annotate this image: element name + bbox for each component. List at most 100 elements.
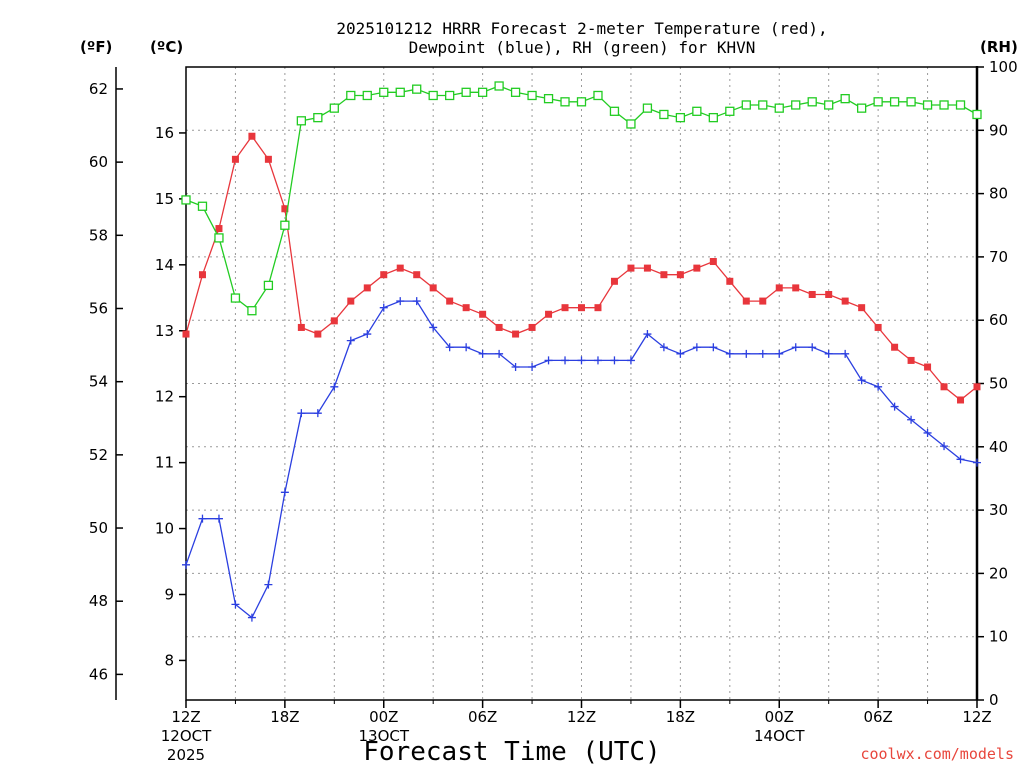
dewpoint-point xyxy=(709,343,718,352)
rh-tick-label: 80 xyxy=(989,185,1008,203)
rh-point xyxy=(626,119,636,129)
fahrenheit-tick-label: 52 xyxy=(89,446,108,464)
rh-point xyxy=(725,106,735,116)
x-tick-label: 18Z xyxy=(666,708,695,726)
rh-point xyxy=(280,220,290,230)
dewpoint-point xyxy=(874,382,883,391)
rh-point xyxy=(214,233,224,243)
temperature-point xyxy=(726,277,734,285)
temperature-point xyxy=(858,304,866,312)
rh-point xyxy=(263,280,274,291)
dewpoint-point xyxy=(412,297,421,306)
unit-label-rh: (RH) xyxy=(980,38,1018,56)
dewpoint-point xyxy=(593,356,602,365)
temperature-point xyxy=(429,284,437,292)
temperature-point xyxy=(363,284,371,292)
rh-point xyxy=(230,293,241,303)
x-tick-label: 18Z xyxy=(270,708,299,726)
temperature-point xyxy=(182,330,190,338)
temperature-point xyxy=(545,310,553,318)
celsius-tick-label: 14 xyxy=(155,256,174,274)
dewpoint-point xyxy=(890,402,899,411)
fahrenheit-tick-label: 62 xyxy=(89,80,108,98)
dewpoint-point xyxy=(857,376,866,385)
dewpoint-point xyxy=(907,415,916,424)
rh-point xyxy=(824,100,834,110)
rh-point xyxy=(181,195,191,205)
dewpoint-point xyxy=(214,514,223,523)
rh-point xyxy=(642,103,653,113)
dewpoint-point xyxy=(791,343,800,352)
rh-point xyxy=(741,100,751,110)
credit-link[interactable]: coolwx.com/models xyxy=(860,745,1014,763)
dewpoint-point xyxy=(725,349,734,358)
temperature-point xyxy=(709,258,717,266)
celsius-tick-label: 12 xyxy=(155,388,174,406)
dewpoint-point xyxy=(313,409,322,418)
rh-tick-label: 20 xyxy=(989,564,1008,582)
rh-point xyxy=(560,97,570,107)
x-tick-label: 00Z xyxy=(369,708,398,726)
unit-label-fahrenheit: (ºF) xyxy=(80,38,112,56)
temperature-point xyxy=(693,264,701,272)
chart-title-line-2: Dewpoint (blue), RH (green) for KHVN xyxy=(409,38,756,57)
dewpoint-point xyxy=(610,356,619,365)
rh-point xyxy=(296,116,307,126)
temperature-point xyxy=(891,343,899,351)
rh-tick-label: 10 xyxy=(989,628,1008,646)
temperature-point xyxy=(215,225,223,233)
dewpoint-point xyxy=(445,343,454,352)
temperature-point xyxy=(396,264,404,272)
rh-point xyxy=(708,112,718,123)
rh-tick-label: 70 xyxy=(989,248,1008,266)
rh-point xyxy=(247,306,257,316)
temperature-point xyxy=(841,297,849,305)
temperature-point xyxy=(512,330,520,338)
unit-label-celsius: (ºC) xyxy=(150,38,183,56)
dewpoint-point xyxy=(528,363,537,372)
dewpoint-point xyxy=(462,343,471,352)
x-axis-label: Forecast Time (UTC) xyxy=(363,737,660,767)
temperature-point xyxy=(462,304,470,312)
temperature-point xyxy=(528,323,536,331)
rh-point xyxy=(758,100,768,110)
temperature-point xyxy=(874,323,882,331)
temperature-point xyxy=(578,304,585,312)
rh-point xyxy=(346,90,356,101)
temperature-point xyxy=(924,363,932,371)
rh-point xyxy=(840,94,850,104)
temperature-point xyxy=(759,297,767,305)
temperature-point xyxy=(198,271,206,279)
fahrenheit-tick-label: 48 xyxy=(89,592,108,610)
rh-point xyxy=(494,81,504,91)
temperature-point xyxy=(380,271,388,279)
rh-point xyxy=(379,87,389,97)
rh-point xyxy=(856,103,867,113)
celsius-tick-label: 9 xyxy=(164,586,174,604)
fahrenheit-tick-label: 58 xyxy=(89,226,108,244)
rh-point xyxy=(576,97,587,107)
dewpoint-point xyxy=(676,349,685,358)
rh-point xyxy=(527,90,537,101)
rh-point xyxy=(510,87,521,97)
rh-point xyxy=(329,103,339,113)
temperature-series xyxy=(182,132,981,404)
rh-tick-label: 30 xyxy=(989,501,1008,519)
rh-point xyxy=(774,103,784,113)
dewpoint-point xyxy=(429,323,438,332)
rh-point xyxy=(313,112,323,123)
temperature-point xyxy=(775,284,783,292)
rh-point xyxy=(659,109,669,120)
dewpoint-point xyxy=(379,303,388,312)
dewpoint-point xyxy=(643,330,652,339)
rh-point xyxy=(972,109,982,120)
rh-tick-label: 60 xyxy=(989,311,1008,329)
temperature-point xyxy=(792,284,800,292)
dewpoint-point xyxy=(182,560,190,569)
celsius-tick-label: 10 xyxy=(155,520,174,538)
temperature-point xyxy=(495,323,503,331)
rh-point xyxy=(197,201,208,211)
x-tick-label: 12Z xyxy=(567,708,596,726)
x-tick-date-label: 13OCT xyxy=(358,727,409,745)
x-tick-label: 12Z xyxy=(171,708,200,726)
